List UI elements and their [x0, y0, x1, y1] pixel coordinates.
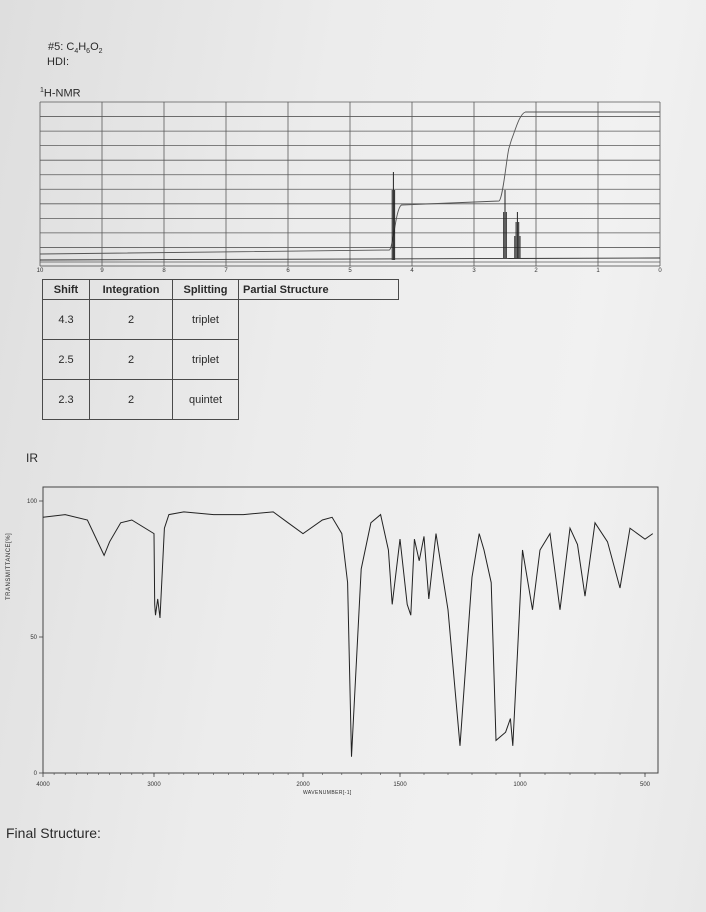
ir-x-axis-title: WAVENUMBER[-1] [303, 790, 352, 796]
partial-structure-cell [239, 300, 399, 340]
integration-header: Integration [89, 279, 173, 300]
nmr-grid [39, 101, 661, 267]
nmr-tick-label: 2 [534, 268, 538, 274]
splitting-header: Splitting [172, 279, 239, 300]
nmr-tick-label: 1 [596, 268, 600, 274]
table-row: 2.5 2 triplet [42, 339, 399, 380]
nmr-tick-label: 9 [100, 268, 104, 274]
molecular-formula: C4H6O2 [66, 41, 103, 56]
nmr-spectrum: 10 9 8 7 6 5 4 3 2 1 0 [37, 101, 663, 274]
splitting-cell: triplet [172, 339, 239, 380]
ir-y-axis-title: TRANSMITTANCE[%] [6, 532, 12, 600]
splitting-cell: triplet [172, 299, 239, 340]
partial-structure-cell [239, 340, 399, 380]
hdi-label: HDI: [47, 56, 69, 68]
integration-cell: 2 [89, 339, 173, 380]
nmr-peaks [391, 172, 521, 260]
ir-section-label: IR [26, 451, 38, 465]
shift-cell: 2.5 [42, 339, 90, 380]
nmr-baseline [39, 257, 661, 261]
table-row: 2.3 2 quintet [42, 379, 399, 420]
nmr-tick-label: 8 [162, 268, 166, 274]
nmr-tick-label: 3 [472, 268, 476, 274]
nmr-ticks: 10 9 8 7 6 5 4 3 2 1 0 [37, 268, 663, 274]
shift-header: Shift [42, 279, 90, 300]
shift-cell: 4.3 [42, 299, 90, 340]
partial-structure-cell [239, 380, 399, 420]
shift-cell: 2.3 [42, 379, 90, 420]
integration-cell: 2 [89, 379, 173, 420]
table-row: 4.3 2 triplet [42, 299, 399, 340]
nmr-tick-label: 5 [348, 268, 352, 274]
nmr-data-table: Shift Integration Splitting Partial Stru… [42, 279, 399, 420]
nmr-tick-label: 4 [410, 268, 414, 274]
final-structure-label: Final Structure: [6, 825, 101, 841]
problem-title: #5: C4H6O2 [48, 41, 103, 56]
integration-cell: 2 [89, 299, 173, 340]
nmr-tick-label: 0 [658, 268, 662, 274]
splitting-cell: quintet [172, 379, 239, 420]
nmr-tick-label: 6 [286, 268, 290, 274]
nmr-section-label: 1H-NMR [40, 87, 81, 100]
nmr-tick-label: 7 [224, 268, 228, 274]
nmr-tick-label: 10 [37, 268, 44, 274]
partial-structure-header: Partial Structure [238, 279, 399, 300]
